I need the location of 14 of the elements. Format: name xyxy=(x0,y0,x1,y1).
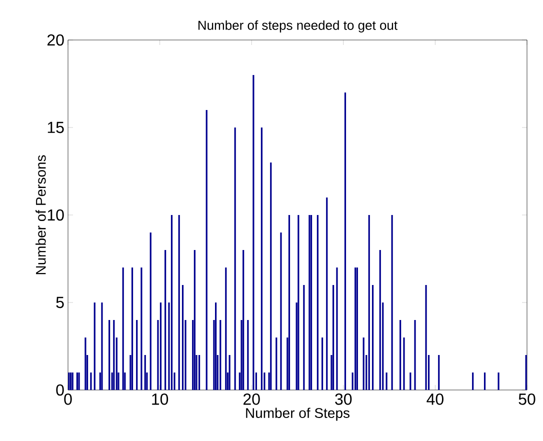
x-tick-label: 0 xyxy=(64,394,72,405)
y-tick-label: 5 xyxy=(56,296,64,308)
chart-title: Number of steps needed to get out xyxy=(198,20,398,32)
x-tick-label: 50 xyxy=(518,394,536,405)
y-tick-label: 0 xyxy=(56,384,64,396)
y-tick-label: 20 xyxy=(47,34,64,46)
y-tick-label: 10 xyxy=(48,209,64,221)
y-tick-label: 15 xyxy=(48,122,64,134)
x-tick-label: 40 xyxy=(426,394,444,405)
x-tick-label: 30 xyxy=(335,394,352,405)
x-tick-label: 20 xyxy=(244,394,260,405)
x-axis-title: Number of Steps xyxy=(246,408,350,421)
x-tick-label: 10 xyxy=(152,394,168,405)
y-axis-title: Number of Persons xyxy=(36,155,46,274)
